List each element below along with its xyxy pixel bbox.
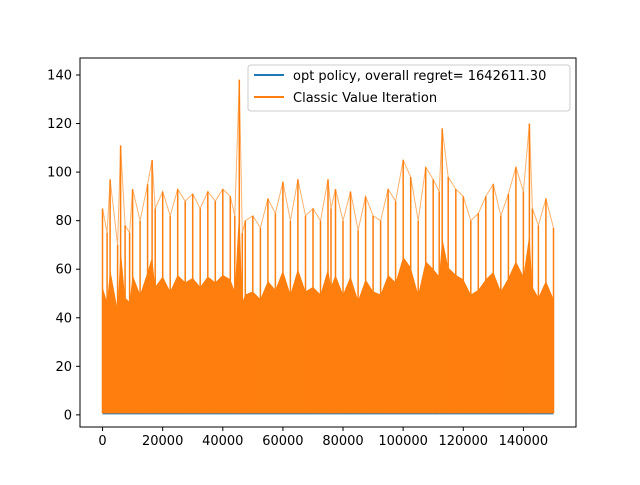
plot-frame [79,57,577,428]
x-tick-label: 80000 [322,434,363,449]
legend: opt policy, overall regret= 1642611.30 C… [247,64,571,112]
y-axis: 0 20 40 60 80 100 120 140 [47,68,80,423]
x-axis: 0 20000 40000 60000 80000 100000 120000 140000 [98,427,548,449]
y-tick-label: 120 [47,117,72,132]
plot-marks [101,79,555,415]
y-tick-label: 140 [47,68,72,83]
x-tick-label: 100000 [378,434,428,449]
y-tick-label: 100 [47,166,72,181]
x-tick-label: 60000 [262,434,303,449]
legend-box [247,64,571,112]
x-tick-label: 20000 [142,434,183,449]
x-tick-label: 0 [98,434,106,449]
x-tick-label: 120000 [438,434,488,449]
y-tick-label: 20 [55,360,72,375]
series-line-classic-value-iteration [102,79,554,245]
y-tick-label: 0 [64,408,72,423]
y-tick-label: 80 [55,214,72,229]
legend-label-classic-value-iteration: Classic Value Iteration [293,91,437,106]
y-tick-label: 60 [55,263,72,278]
x-tick-label: 40000 [202,434,243,449]
x-tick-label: 140000 [499,434,549,449]
legend-label-opt-policy: opt policy, overall regret= 1642611.30 [293,69,546,84]
y-tick-label: 40 [55,311,72,326]
